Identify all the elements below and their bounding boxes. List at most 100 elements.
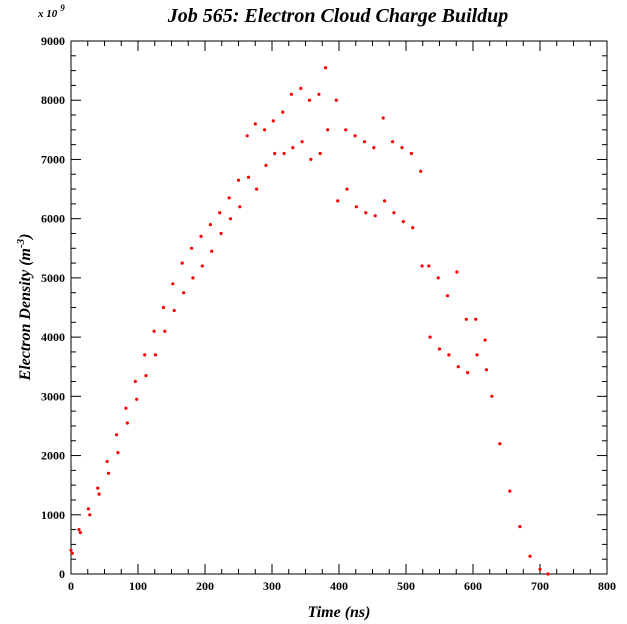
data-point	[208, 223, 212, 227]
data-point	[70, 551, 74, 555]
data-point	[191, 276, 195, 280]
data-point	[69, 548, 73, 552]
data-point	[411, 226, 415, 230]
data-point	[161, 305, 166, 310]
data-point	[289, 92, 293, 96]
data-point	[88, 513, 92, 517]
data-point	[546, 572, 550, 576]
x-axis-label: Time (ns)	[308, 604, 371, 621]
data-point	[190, 246, 194, 250]
data-point	[334, 98, 338, 102]
data-point	[182, 291, 186, 295]
y-tick-label: 3000	[41, 389, 65, 403]
data-point	[135, 397, 139, 401]
data-point	[490, 394, 494, 398]
data-point	[199, 234, 203, 238]
data-point	[282, 151, 286, 156]
data-point	[219, 231, 223, 236]
y-tick-label: 4000	[41, 330, 65, 344]
y-multiplier-exponent: 9	[60, 3, 65, 13]
data-points	[69, 66, 550, 576]
data-point	[281, 110, 285, 114]
y-tick-labels: 0 1000 2000 3000 4000 5000 6000 7000 8000 9000	[41, 34, 65, 581]
x-tick-label: 600	[464, 579, 482, 593]
data-point	[299, 86, 303, 90]
x-tick-label: 100	[129, 579, 147, 593]
data-point	[172, 308, 176, 313]
data-point	[400, 146, 404, 150]
data-point	[427, 264, 431, 268]
data-point	[106, 471, 111, 475]
data-point	[318, 151, 322, 156]
y-tick-label: 8000	[41, 93, 65, 107]
data-point	[372, 146, 376, 150]
y-tick-label: 1000	[41, 508, 65, 522]
data-point	[336, 199, 340, 203]
data-point	[218, 211, 222, 215]
data-point	[238, 205, 242, 209]
data-point	[116, 451, 120, 455]
data-point	[392, 211, 396, 215]
data-point	[401, 220, 405, 224]
data-point	[344, 128, 348, 132]
data-point	[324, 66, 328, 70]
data-point	[419, 169, 423, 173]
tick-marks	[70, 40, 608, 575]
data-point	[300, 140, 304, 144]
y-tick-label: 7000	[41, 152, 65, 166]
data-point	[236, 178, 241, 182]
y-axis-label-exponent: -3	[15, 238, 27, 248]
data-point	[271, 119, 275, 123]
data-point	[227, 196, 231, 200]
data-point	[246, 175, 251, 179]
y-tick-label: 2000	[41, 449, 65, 463]
chart-title: Job 565: Electron Cloud Charge Buildup	[167, 5, 509, 27]
data-point	[144, 374, 148, 378]
data-point	[364, 211, 368, 215]
data-point	[483, 338, 487, 342]
data-point	[317, 92, 321, 96]
data-point	[115, 433, 119, 437]
data-point	[345, 187, 349, 191]
x-tick-label: 400	[330, 579, 348, 593]
data-point	[420, 264, 424, 268]
data-point	[391, 140, 395, 144]
plot-frame	[70, 40, 608, 575]
data-point	[86, 507, 90, 511]
data-point	[309, 157, 313, 161]
data-point	[508, 489, 512, 493]
data-point	[353, 134, 357, 138]
data-point	[484, 368, 488, 372]
y-multiplier-base: x 10	[37, 8, 58, 20]
data-point	[78, 530, 82, 535]
data-point	[263, 128, 267, 132]
data-point	[445, 294, 450, 298]
data-point	[437, 347, 442, 351]
data-point	[105, 459, 109, 464]
x-tick-label: 700	[531, 579, 549, 593]
y-tick-label: 9000	[41, 34, 65, 48]
data-point	[428, 335, 432, 339]
data-point	[307, 98, 312, 102]
data-point	[498, 442, 502, 446]
data-point	[273, 151, 277, 156]
data-point	[125, 421, 129, 425]
x-tick-labels: 0 100 200 300 400 500 600 700 800	[68, 579, 616, 593]
data-point	[124, 406, 128, 410]
data-point	[291, 146, 295, 150]
data-point	[455, 270, 459, 274]
data-point	[464, 317, 468, 321]
x-tick-label: 800	[598, 579, 616, 593]
y-axis-label: Electron Density (m-3)	[15, 234, 34, 382]
x-tick-label: 300	[263, 579, 281, 593]
data-point	[381, 116, 385, 120]
data-point	[518, 525, 522, 529]
x-tick-label: 500	[397, 579, 415, 593]
data-point	[326, 128, 330, 132]
data-point	[436, 276, 440, 280]
data-point	[200, 264, 204, 268]
data-point	[210, 249, 214, 253]
data-point	[264, 163, 268, 167]
